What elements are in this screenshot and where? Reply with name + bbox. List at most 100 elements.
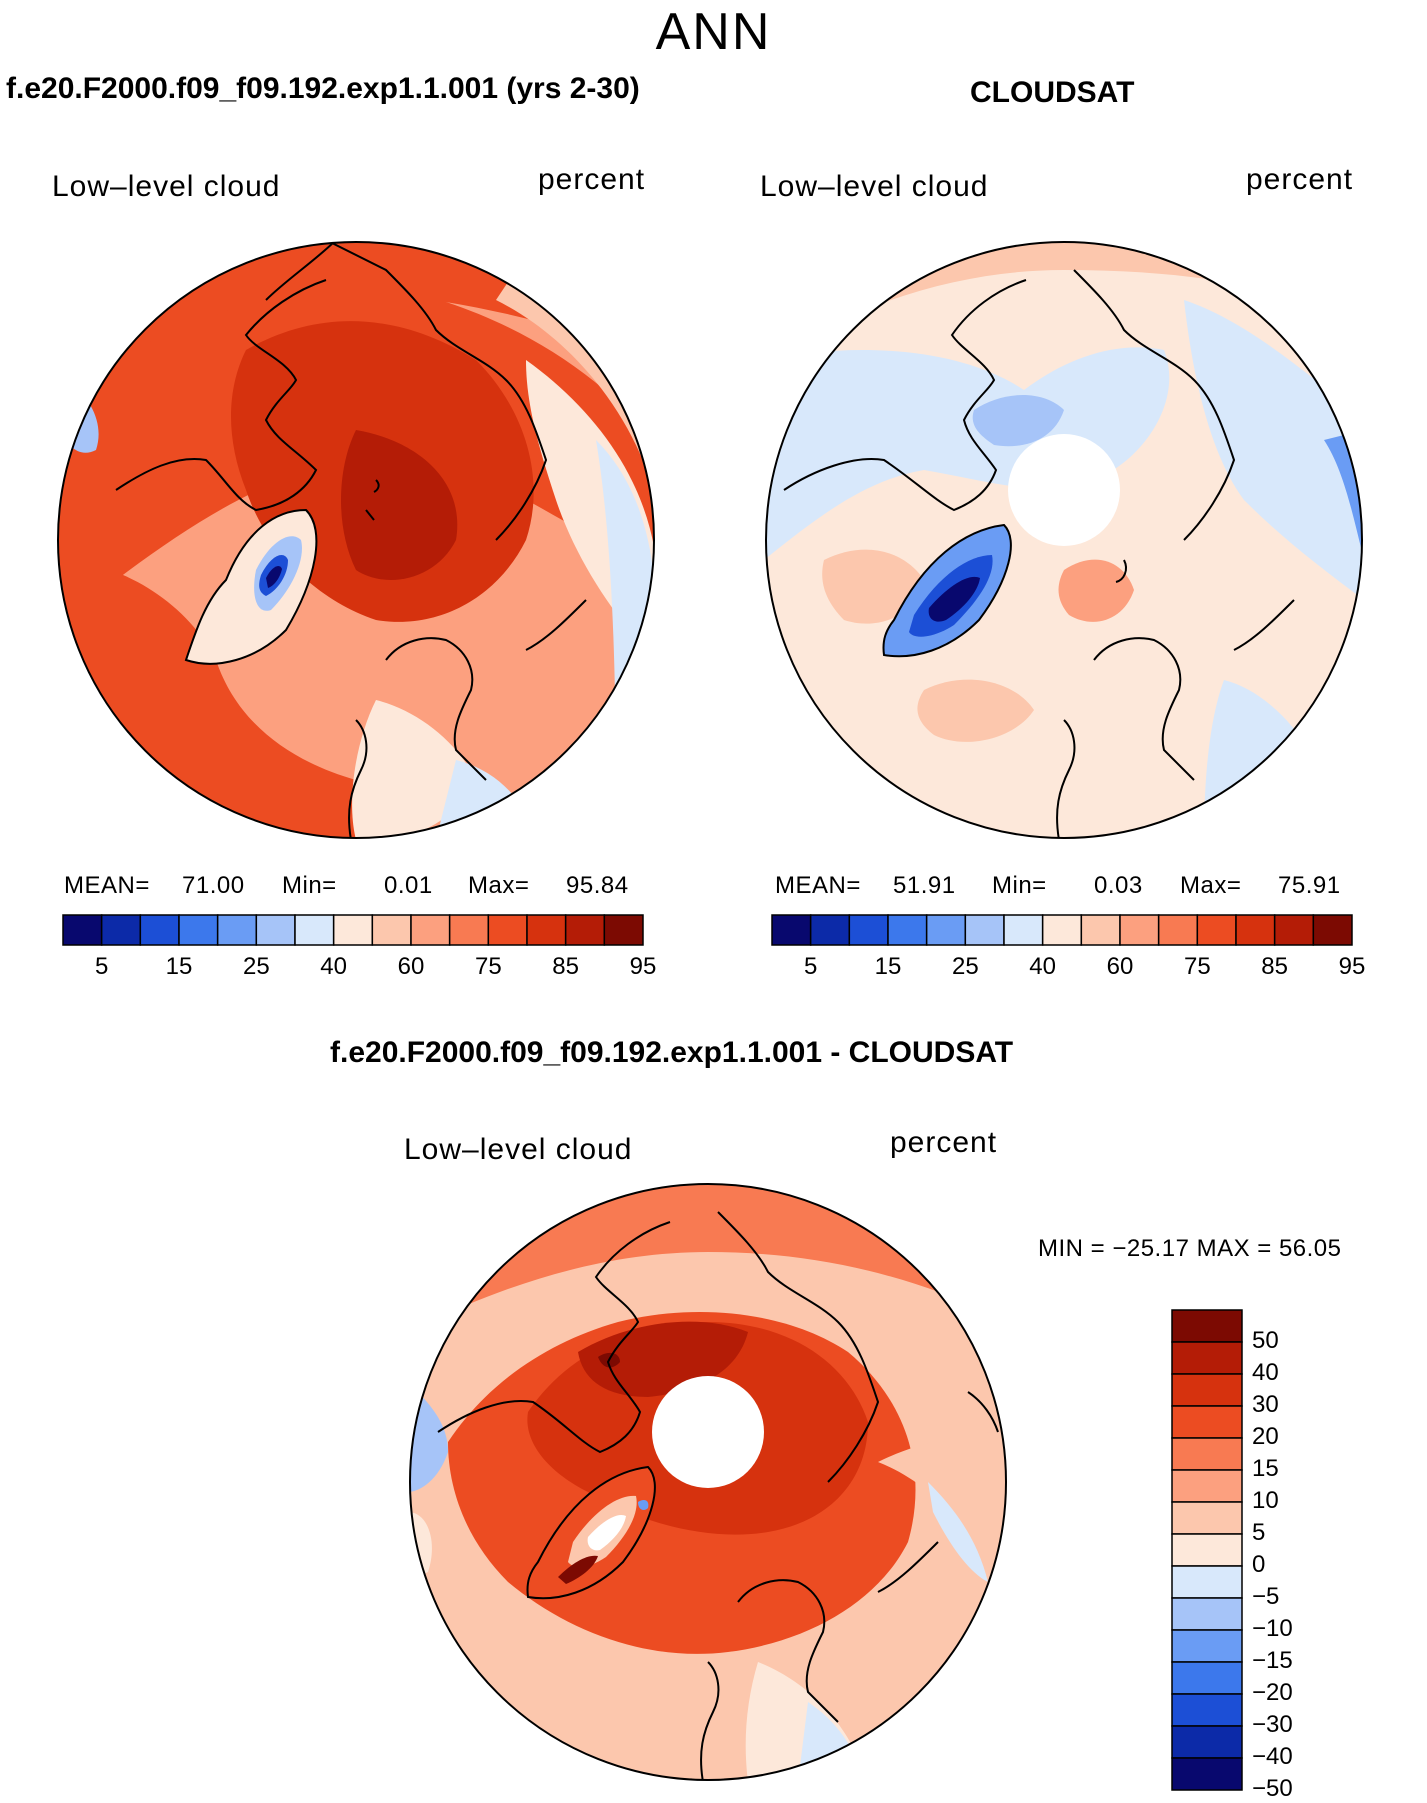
right-polar-mask	[1008, 434, 1120, 546]
diff-colorbar-tick-label: −20	[1252, 1679, 1293, 1706]
left-field-region	[341, 430, 458, 580]
left-max-value: 95.84	[566, 872, 629, 899]
right-coastlines	[783, 269, 1295, 838]
left-colorbar-box	[603, 914, 644, 946]
diff-map-border	[409, 1183, 1007, 1781]
diff-panel-title: f.e20.F2000.f09_f09.192.exp1.1.001 - CLO…	[330, 1036, 1014, 1069]
diff-coastlines	[437, 1211, 999, 1780]
diff-colorbar-box	[1171, 1501, 1243, 1535]
right-colorbar-box	[1235, 914, 1276, 946]
right-field-region	[972, 395, 1064, 447]
diff-field-region	[928, 1482, 988, 1582]
diff-units-label: percent	[890, 1126, 998, 1159]
diff-colorbar-tick-label: −30	[1252, 1711, 1293, 1738]
diff-colorbar-box	[1171, 1725, 1243, 1759]
right-panel-title: CLOUDSAT	[970, 76, 1135, 109]
right-colorbar-box	[771, 914, 812, 946]
left-field-region	[58, 370, 99, 453]
left-colorbar-tick-label: 40	[320, 953, 347, 980]
diff-colorbar-box	[1171, 1565, 1243, 1599]
diff-colorbar-tick-label: −50	[1252, 1775, 1293, 1802]
diff-colorbar-tick-label: −10	[1252, 1615, 1293, 1642]
diff-colorbar-tick-label: 0	[1252, 1551, 1266, 1578]
right-field-region	[822, 549, 924, 624]
right-field-region	[1184, 300, 1362, 600]
diff-colorbar-box	[1171, 1757, 1243, 1791]
diff-colorbar-tick-label: 30	[1252, 1391, 1279, 1418]
left-colorbar-tick-label: 95	[629, 953, 657, 980]
right-colorbar-box	[848, 914, 889, 946]
diff-colorbar-box	[1171, 1597, 1243, 1631]
left-colorbar-box	[487, 914, 528, 946]
left-colorbar-box	[255, 914, 296, 946]
left-colorbar-box	[139, 914, 180, 946]
right-min-label: Min=	[992, 872, 1047, 899]
diff-field-region	[878, 1432, 1006, 1582]
left-colorbar-box	[294, 914, 335, 946]
left-mean-value: 71.00	[182, 872, 245, 899]
diff-colorbar-box	[1171, 1341, 1243, 1375]
left-colorbar-box	[410, 914, 451, 946]
right-mean-label: MEAN=	[775, 872, 861, 899]
diff-field-region	[587, 1514, 626, 1551]
right-colorbar-tick-label: 95	[1338, 953, 1366, 980]
right-colorbar-box	[1312, 914, 1353, 946]
left-min-value: 0.01	[384, 872, 433, 899]
left-colorbar-tick-label: 85	[552, 953, 579, 980]
right-colorbar	[771, 914, 1353, 946]
diff-colorbar	[1171, 1309, 1243, 1791]
left-colorbar-box	[526, 914, 567, 946]
left-colorbar-box	[216, 914, 258, 946]
diff-colorbar-tick-label: 40	[1252, 1359, 1279, 1386]
diff-colorbar-box	[1171, 1661, 1243, 1695]
right-mean-value: 51.91	[893, 872, 956, 899]
right-colorbar-tick-label: 15	[874, 953, 902, 980]
left-colorbar-box	[332, 914, 374, 946]
right-colorbar-tick-label: 25	[951, 953, 979, 980]
left-colorbar-tick-label: 5	[94, 953, 109, 980]
right-max-label: Max=	[1180, 872, 1242, 899]
diff-variable-label: Low–level cloud	[404, 1133, 633, 1166]
diff-minmax-text: MIN = −25.17 MAX = 56.05	[1038, 1235, 1342, 1262]
left-colorbar-tick-label: 25	[242, 953, 270, 980]
diff-colorbar-tick-label: 10	[1252, 1487, 1279, 1514]
right-colorbar-box	[1273, 914, 1315, 946]
right-colorbar-box	[1080, 914, 1121, 946]
right-field-region	[928, 576, 980, 622]
diff-colorbar-tick-label: −15	[1252, 1647, 1293, 1674]
left-polar-map	[57, 241, 655, 839]
diff-field-region	[558, 1555, 598, 1584]
left-coastlines	[115, 242, 587, 838]
left-min-label: Min=	[282, 872, 337, 899]
diff-colorbar-box	[1171, 1629, 1243, 1663]
main-title: ANN	[655, 3, 772, 61]
right-colorbar-tick-label: 75	[1183, 953, 1211, 980]
right-colorbar-box	[1157, 914, 1199, 946]
left-colorbar-box	[178, 914, 219, 946]
right-colorbar-tick-label: 85	[1261, 953, 1288, 980]
diff-colorbar-box	[1171, 1373, 1243, 1407]
right-colorbar-box	[1119, 914, 1160, 946]
left-variable-label: Low–level cloud	[52, 170, 281, 203]
left-mean-label: MEAN=	[64, 872, 150, 899]
diff-colorbar-tick-label: 50	[1252, 1327, 1279, 1354]
left-max-label: Max=	[468, 872, 530, 899]
left-panel-title: f.e20.F2000.f09_f09.192.exp1.1.001 (yrs …	[6, 72, 640, 105]
diff-colorbar-box	[1171, 1693, 1243, 1727]
right-max-value: 75.91	[1278, 872, 1341, 899]
diff-colorbar-box	[1171, 1437, 1243, 1471]
right-colorbar-tick-label: 40	[1029, 953, 1056, 980]
right-colorbar-box	[964, 914, 1005, 946]
right-field-region	[1058, 559, 1134, 622]
diff-colorbar-tick-label: −5	[1252, 1583, 1280, 1610]
left-colorbar-tick-label: 75	[474, 953, 502, 980]
right-field-region	[917, 679, 1034, 742]
right-min-value: 0.03	[1094, 872, 1143, 899]
right-colorbar-box	[1003, 914, 1044, 946]
left-units-label: percent	[538, 163, 646, 196]
diff-polar-map	[409, 1183, 1007, 1781]
diff-colorbar-tick-label: 20	[1252, 1423, 1279, 1450]
left-colorbar-tick-label: 15	[165, 953, 193, 980]
right-colorbar-box	[809, 914, 851, 946]
right-colorbar-box	[1196, 914, 1237, 946]
